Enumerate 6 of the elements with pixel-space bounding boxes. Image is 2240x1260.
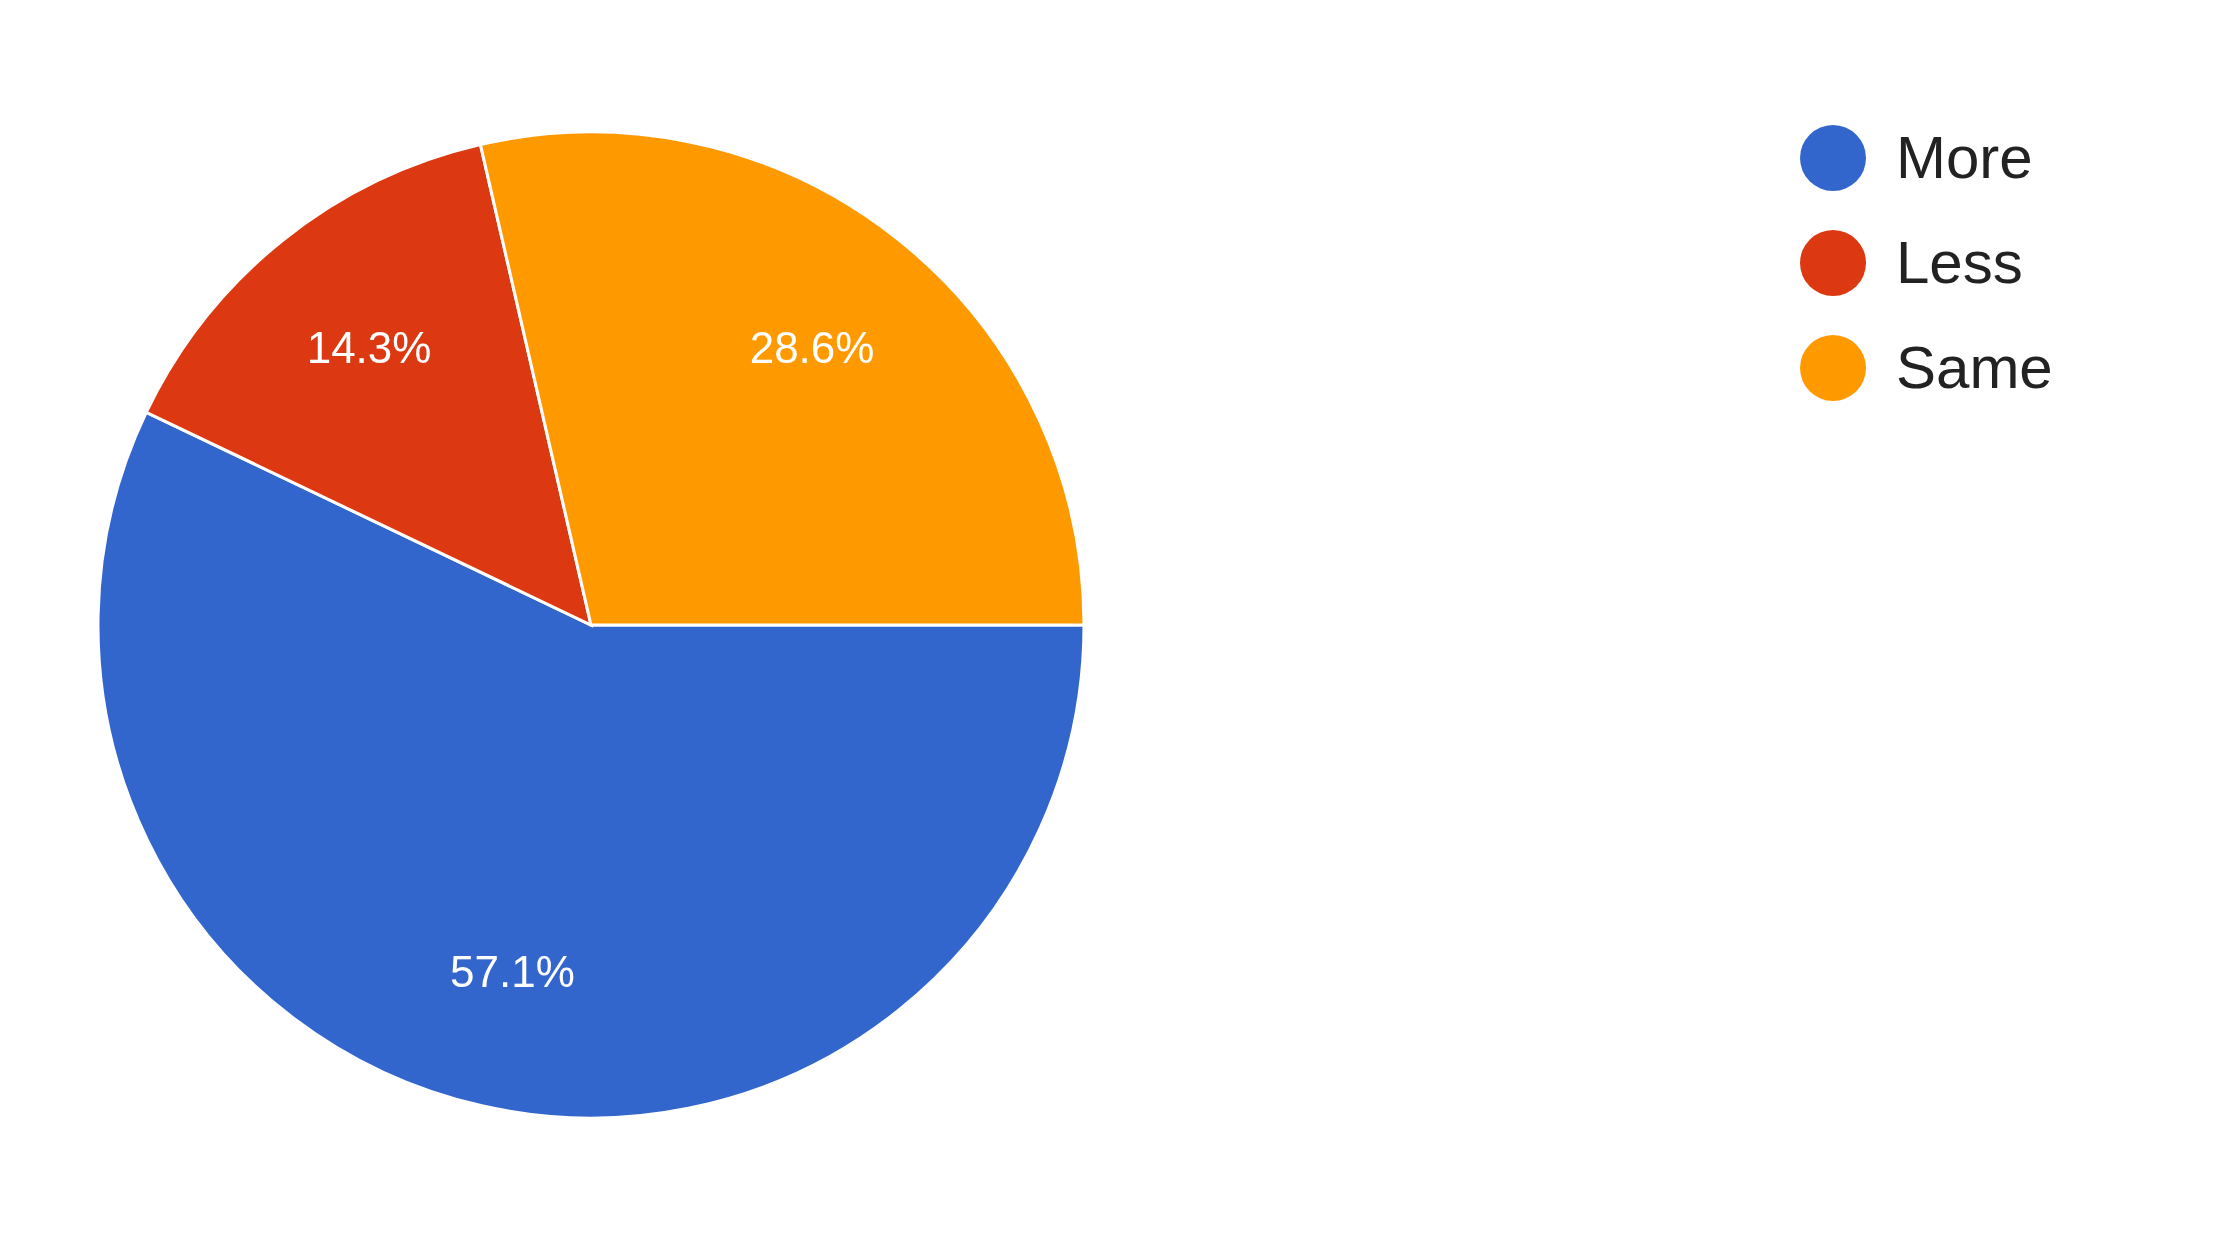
- data-label: 57.1%: [450, 946, 575, 996]
- legend-label: More: [1896, 123, 2033, 192]
- data-label: 14.3%: [306, 323, 432, 373]
- legend-label: Less: [1896, 228, 2023, 297]
- legend-label: Same: [1896, 333, 2053, 402]
- data-label: 28.6%: [749, 322, 875, 372]
